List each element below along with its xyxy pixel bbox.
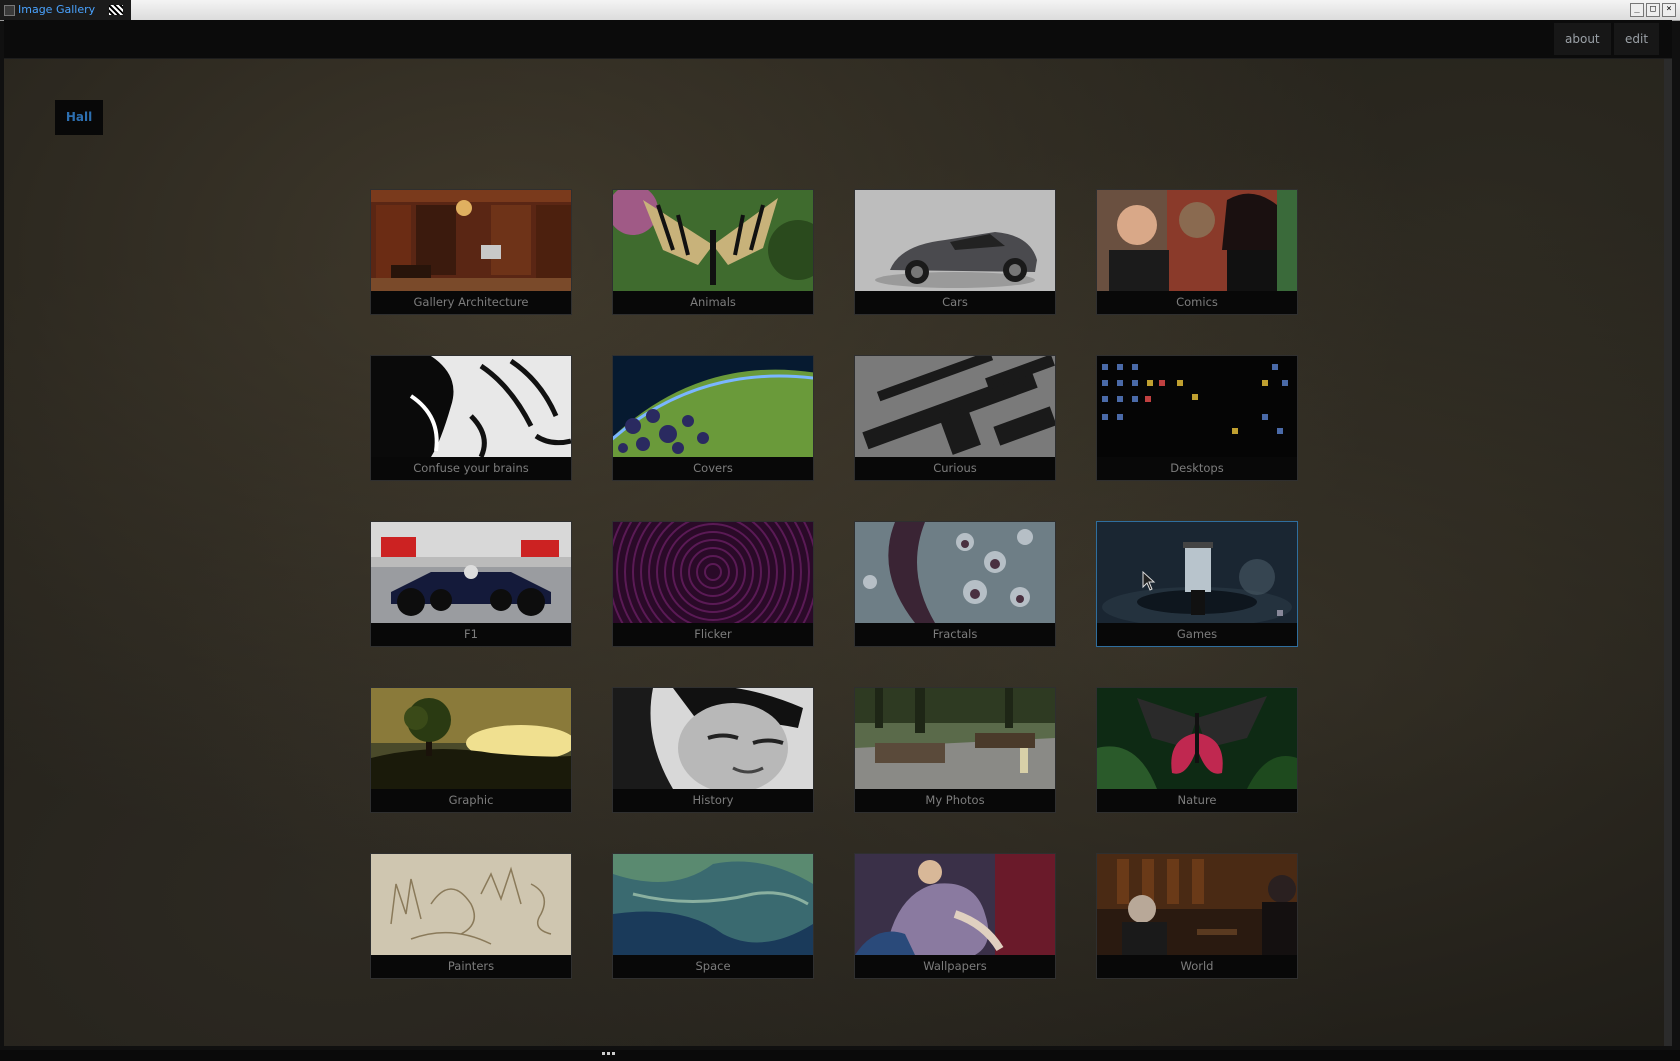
- album-thumbnail: [371, 522, 571, 623]
- album-tile[interactable]: Animals: [612, 189, 814, 315]
- album-thumbnail: [371, 688, 571, 789]
- window-menu-icon[interactable]: [4, 5, 15, 16]
- album-tile[interactable]: Painters: [370, 853, 572, 979]
- gallery-hall: Hall: [4, 59, 1664, 1046]
- album-thumbnail: [855, 854, 1055, 955]
- album-tile[interactable]: Curious: [854, 355, 1056, 481]
- album-thumbnail: [855, 356, 1055, 457]
- album-thumbnail: [613, 688, 813, 789]
- album-label: Fractals: [855, 623, 1055, 646]
- window-title-tab[interactable]: Image Gallery: [0, 0, 131, 20]
- album-thumbnail: [371, 854, 571, 955]
- album-label: Flicker: [613, 623, 813, 646]
- album-label: Gallery Architecture: [371, 291, 571, 314]
- album-thumbnail: [613, 522, 813, 623]
- minimize-button[interactable]: _: [1630, 3, 1644, 17]
- window-title: Image Gallery: [18, 3, 96, 16]
- album-label: World: [1097, 955, 1297, 978]
- album-tile[interactable]: Covers: [612, 355, 814, 481]
- album-label: Nature: [1097, 789, 1297, 812]
- album-thumbnail: [855, 688, 1055, 789]
- album-tile[interactable]: Flicker: [612, 521, 814, 647]
- album-thumbnail: [1097, 190, 1297, 291]
- album-tile[interactable]: Comics: [1096, 189, 1298, 315]
- album-thumbnail: [613, 356, 813, 457]
- album-tile[interactable]: Cars: [854, 189, 1056, 315]
- album-label: Animals: [613, 291, 813, 314]
- window-controls: _ □ ×: [1630, 3, 1676, 17]
- album-grid: Gallery Architecture: [370, 189, 1298, 979]
- album-tile[interactable]: Wallpapers: [854, 853, 1056, 979]
- vertical-scrollbar[interactable]: [1664, 59, 1672, 1046]
- album-thumbnail: [371, 190, 571, 291]
- album-thumbnail: [1097, 522, 1297, 623]
- close-button[interactable]: ×: [1662, 3, 1676, 17]
- album-label: Comics: [1097, 291, 1297, 314]
- album-label: Wallpapers: [855, 955, 1055, 978]
- album-tile[interactable]: World: [1096, 853, 1298, 979]
- about-link[interactable]: about: [1554, 23, 1611, 55]
- album-thumbnail: [855, 190, 1055, 291]
- album-label: Space: [613, 955, 813, 978]
- album-label: Confuse your brains: [371, 457, 571, 480]
- album-label: Painters: [371, 955, 571, 978]
- drag-grip-icon[interactable]: [108, 5, 123, 15]
- album-thumbnail: [613, 190, 813, 291]
- maximize-button[interactable]: □: [1646, 3, 1660, 17]
- album-thumbnail: [371, 356, 571, 457]
- top-navigation-bar: about edit: [4, 20, 1672, 59]
- album-thumbnail: [613, 854, 813, 955]
- album-tile[interactable]: Confuse your brains: [370, 355, 572, 481]
- album-label: F1: [371, 623, 571, 646]
- album-tile[interactable]: Nature: [1096, 687, 1298, 813]
- album-tile[interactable]: Graphic: [370, 687, 572, 813]
- album-tile[interactable]: Space: [612, 853, 814, 979]
- album-tile[interactable]: Fractals: [854, 521, 1056, 647]
- album-label: Curious: [855, 457, 1055, 480]
- album-tile[interactable]: My Photos: [854, 687, 1056, 813]
- album-label: History: [613, 789, 813, 812]
- album-tile[interactable]: History: [612, 687, 814, 813]
- album-label: Desktops: [1097, 457, 1297, 480]
- album-label: My Photos: [855, 789, 1055, 812]
- album-tile[interactable]: Desktops: [1096, 355, 1298, 481]
- edit-link[interactable]: edit: [1614, 23, 1660, 55]
- album-thumbnail: [1097, 356, 1297, 457]
- album-tile-selected[interactable]: Games: [1096, 521, 1298, 647]
- resize-grip-icon[interactable]: [600, 1042, 616, 1055]
- album-label: Games: [1097, 623, 1297, 646]
- title-bar: Image Gallery _ □ ×: [0, 0, 1680, 21]
- album-label: Covers: [613, 457, 813, 480]
- album-thumbnail: [1097, 854, 1297, 955]
- breadcrumb-hall[interactable]: Hall: [55, 100, 103, 135]
- album-label: Graphic: [371, 789, 571, 812]
- album-thumbnail: [1097, 688, 1297, 789]
- album-thumbnail: [855, 522, 1055, 623]
- album-tile[interactable]: F1: [370, 521, 572, 647]
- album-tile[interactable]: Gallery Architecture: [370, 189, 572, 315]
- album-label: Cars: [855, 291, 1055, 314]
